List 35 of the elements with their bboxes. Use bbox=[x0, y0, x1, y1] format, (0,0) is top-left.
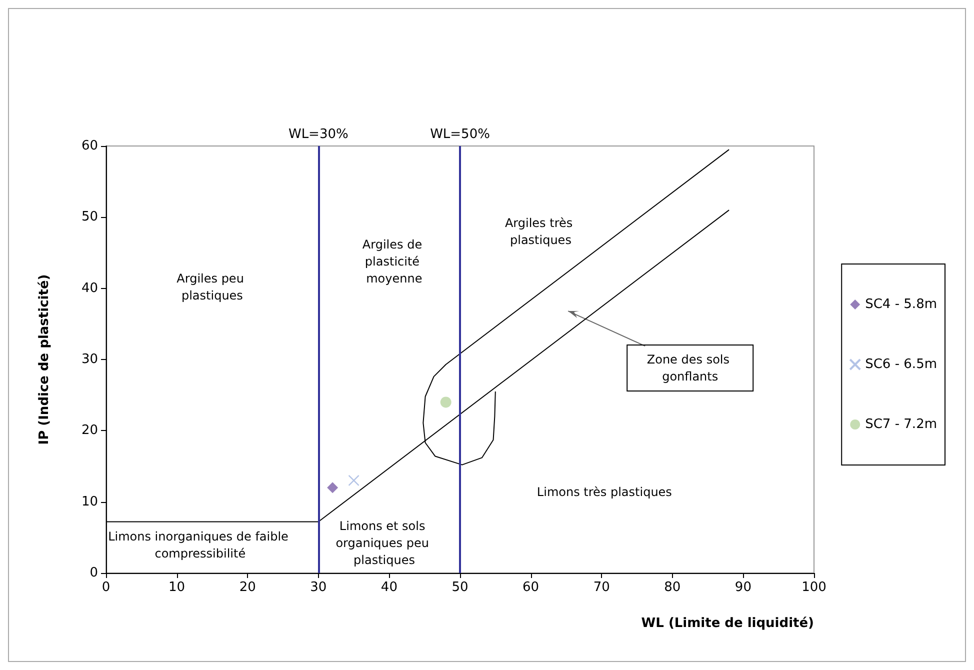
legend-label: SC6 - 6.5m bbox=[865, 357, 938, 372]
x-tick-label: 70 bbox=[593, 580, 610, 595]
y-tick-label: 60 bbox=[81, 138, 98, 154]
x-tick-label: 60 bbox=[522, 580, 540, 595]
y-tick-label: 0 bbox=[90, 566, 98, 580]
y-tick-label: 30 bbox=[81, 352, 98, 367]
y-tick-label: 50 bbox=[81, 210, 98, 225]
y-tick-label: 10 bbox=[81, 494, 98, 510]
ref-line-label: WL=50% bbox=[430, 127, 490, 142]
annotation: Limons et sols organiques peu plastiques bbox=[336, 519, 433, 568]
point bbox=[327, 482, 338, 494]
x-axis-title: WL (Limite de liquidité) bbox=[641, 616, 814, 631]
x-tick-label: 50 bbox=[452, 580, 468, 595]
annotation: Argiles peu plastiques bbox=[176, 271, 248, 302]
y-tick-label: 20 bbox=[81, 423, 98, 438]
legend-label: SC4 - 5.8m bbox=[865, 297, 938, 312]
x-tick-label: 40 bbox=[380, 580, 398, 595]
x-tick-label: 0 bbox=[102, 580, 110, 595]
x-tick-label: 90 bbox=[734, 580, 752, 595]
legend-label: SC7 - 7.2m bbox=[865, 417, 938, 432]
x-tick-label: 20 bbox=[239, 580, 256, 595]
x-tick-label: 80 bbox=[664, 580, 681, 595]
y-tick-label: 40 bbox=[81, 280, 98, 296]
ref-line-label: WL=30% bbox=[288, 127, 348, 142]
y-axis-title: IP (Indice de plasticité) bbox=[37, 274, 52, 445]
x-tick-label: 100 bbox=[802, 580, 826, 595]
point bbox=[440, 396, 452, 408]
annotation: Zone des sols gonflants bbox=[646, 352, 734, 384]
point bbox=[348, 474, 360, 486]
annotation: Limons inorganiques de faible compressibilité bbox=[108, 530, 292, 561]
x-tick-label: 30 bbox=[310, 580, 327, 595]
annotation: Limons très plastiques bbox=[536, 484, 672, 499]
annotation: Argiles de plasticité moyenne bbox=[362, 237, 426, 286]
annotation: Argiles très plastiques bbox=[504, 216, 576, 247]
x-tick-label: 10 bbox=[168, 580, 186, 595]
